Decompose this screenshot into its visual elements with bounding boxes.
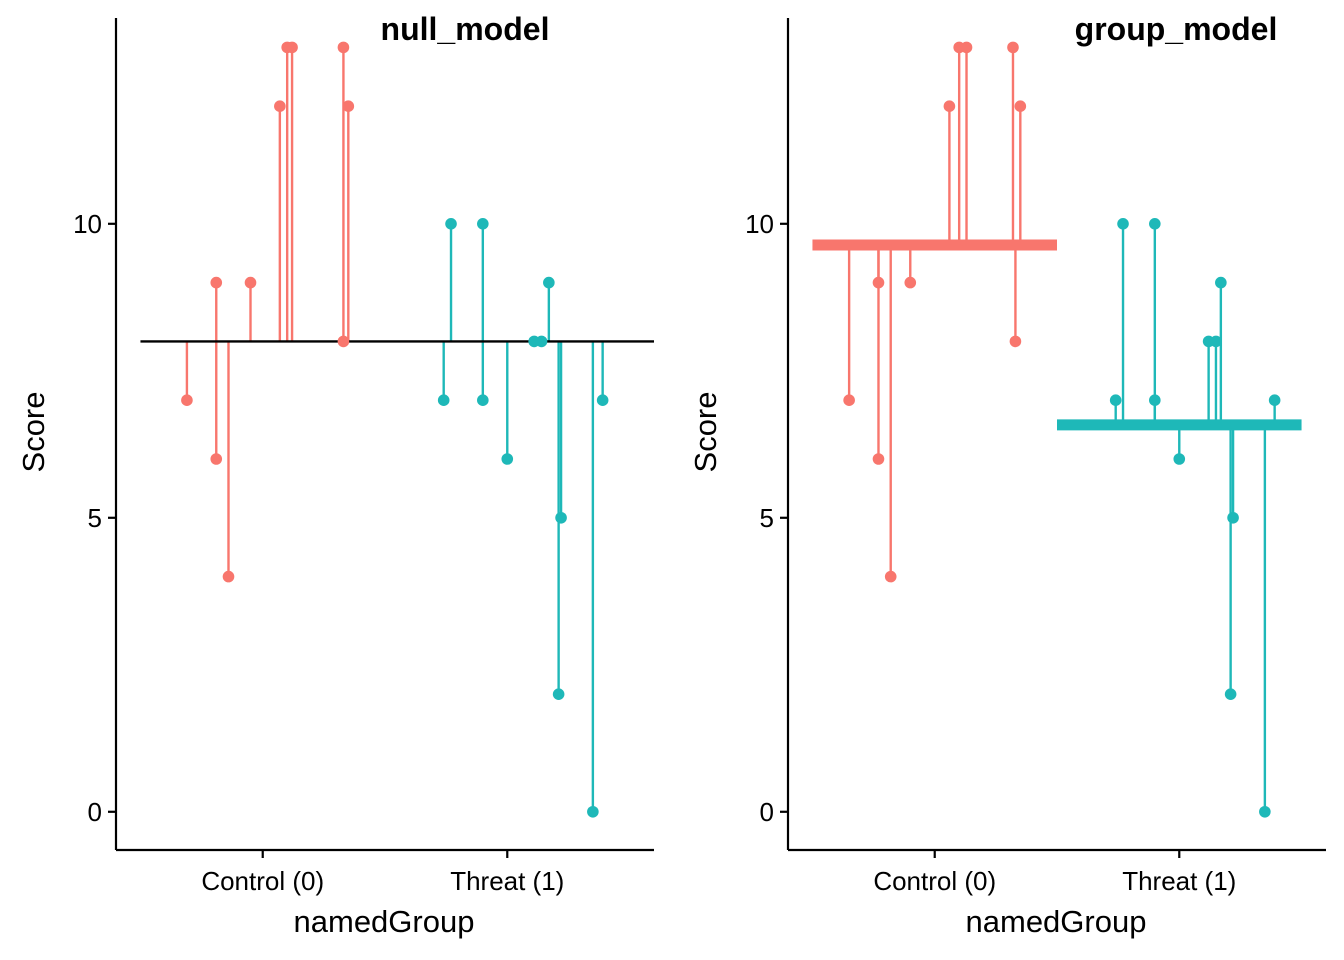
x-tick-label: Control (0) [873, 866, 996, 896]
data-point-control-0 [872, 276, 885, 289]
x-tick-label: Control (0) [201, 866, 324, 896]
axes: 0 5 10 Control (0) Threat (1) [745, 18, 1326, 896]
data-point-control-0 [337, 41, 350, 54]
y-tick-label: 10 [745, 209, 774, 239]
data-point-control-0 [872, 453, 885, 465]
data-point-control-0 [1009, 335, 1022, 348]
data-point-threat-1 [501, 453, 514, 465]
data-point-control-0 [1007, 41, 1019, 54]
x-axis-title: namedGroup [294, 904, 475, 939]
data-point-threat-1 [1210, 335, 1222, 348]
panel-title: null_model [381, 11, 550, 47]
plot-area [812, 41, 1302, 818]
data-point-threat-1 [1215, 276, 1227, 289]
data-point-control-0 [904, 276, 917, 289]
data-point-control-0 [960, 41, 973, 54]
data-point-threat-1 [1109, 394, 1122, 406]
data-point-threat-1 [1268, 394, 1281, 406]
panel-title: group_model [1075, 11, 1278, 47]
y-axis-title: Score [688, 392, 723, 473]
data-point-threat-1 [445, 217, 457, 230]
data-point-control-0 [1014, 100, 1027, 112]
data-point-threat-1 [1224, 688, 1237, 700]
y-tick-label: 5 [760, 503, 774, 533]
data-point-threat-1 [543, 276, 555, 289]
data-point-control-0 [210, 276, 223, 289]
data-point-control-0 [244, 276, 257, 289]
y-tick-label: 5 [88, 503, 102, 533]
axes: 0 5 10 Control (0) Threat (1) [73, 18, 654, 896]
data-point-control-0 [274, 100, 286, 112]
data-point-threat-1 [1149, 394, 1161, 406]
data-point-threat-1 [1259, 805, 1271, 818]
data-point-threat-1 [1227, 511, 1239, 524]
plot-area [140, 41, 654, 818]
data-point-threat-1 [535, 335, 548, 348]
data-point-threat-1 [587, 805, 599, 818]
data-point-control-0 [181, 394, 193, 406]
y-tick-label: 10 [73, 209, 102, 239]
data-point-control-0 [884, 570, 897, 583]
data-point-threat-1 [477, 217, 489, 230]
data-point-control-0 [286, 41, 298, 54]
data-point-control-0 [943, 100, 956, 112]
data-point-threat-1 [437, 394, 450, 406]
y-axis-title: Score [16, 392, 51, 473]
data-point-control-0 [337, 335, 350, 348]
data-point-threat-1 [1149, 217, 1161, 230]
data-point-threat-1 [1117, 217, 1129, 230]
data-point-threat-1 [555, 511, 567, 524]
data-point-control-0 [210, 453, 223, 465]
data-point-control-0 [222, 570, 235, 583]
data-point-control-0 [843, 394, 855, 406]
data-point-threat-1 [596, 394, 609, 406]
data-point-threat-1 [552, 688, 565, 700]
x-tick-label: Threat (1) [450, 866, 564, 896]
data-point-control-0 [342, 100, 355, 112]
y-tick-label: 0 [760, 797, 774, 827]
data-point-threat-1 [1173, 453, 1186, 465]
panel-group-model: group_model 0 5 10 Control (0) Threat (1) na… [688, 11, 1326, 939]
x-axis-title: namedGroup [966, 904, 1147, 939]
y-tick-label: 0 [88, 797, 102, 827]
data-point-threat-1 [477, 394, 489, 406]
x-tick-label: Threat (1) [1122, 866, 1236, 896]
panel-null-model: null_model 0 5 10 Control (0) Threat (1) nam… [16, 11, 654, 939]
